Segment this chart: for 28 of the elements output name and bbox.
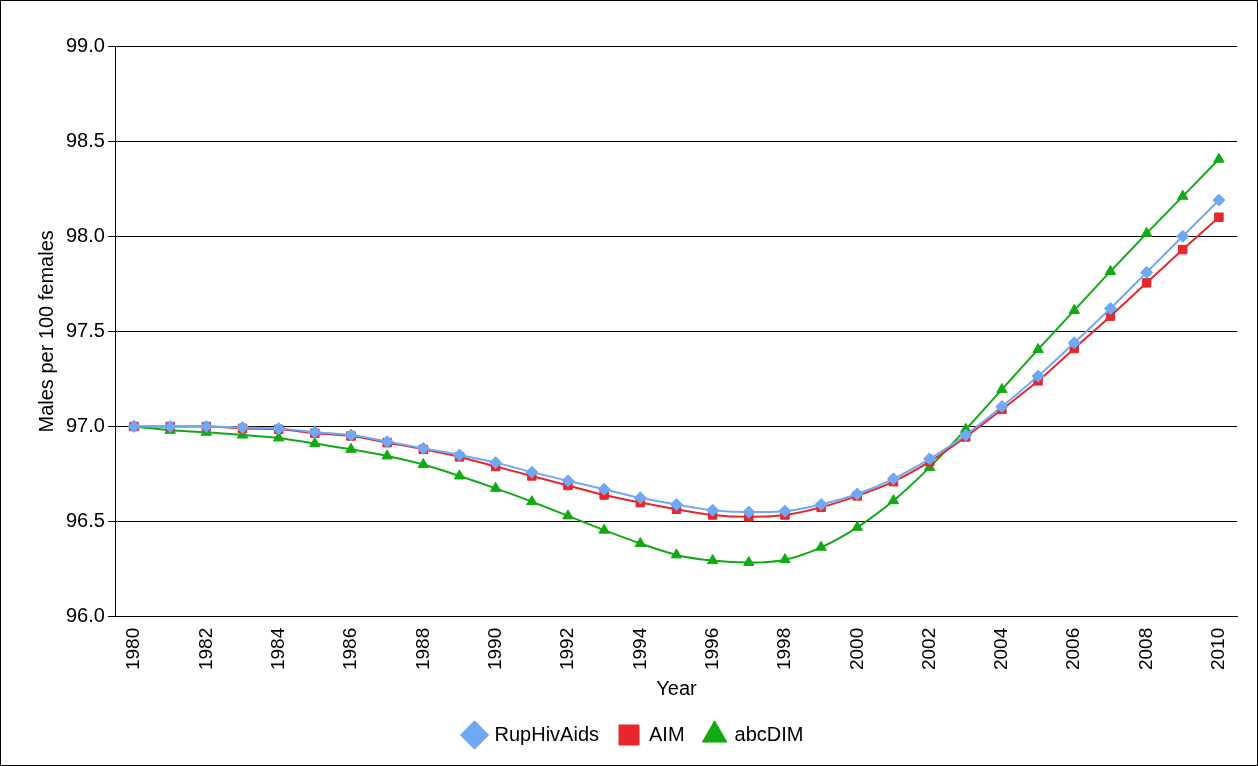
x-tick-label: 1996 (700, 627, 722, 671)
x-tick-label: 1998 (773, 627, 795, 671)
y-tick-label: 96.0 (65, 604, 105, 627)
y-tick-label: 98.0 (65, 223, 105, 246)
y-tick-label: 96.5 (65, 509, 105, 532)
x-tick-label: 1994 (628, 627, 650, 671)
x-tick-label: 1986 (339, 627, 361, 671)
x-tick-label: 2000 (845, 627, 867, 671)
x-tick-label: 1988 (411, 627, 433, 671)
x-tick-label: 1990 (483, 627, 505, 671)
x-axis-title: Year (656, 676, 697, 699)
y-tick-label: 97.0 (65, 414, 105, 436)
y-axis-title: Males per 100 females (34, 230, 57, 433)
y-tick-label: 99.0 (65, 33, 105, 56)
y-tick-label: 97.5 (65, 318, 105, 341)
x-tick-label: 1982 (194, 627, 216, 671)
x-tick-label: 1992 (556, 627, 578, 671)
legend-label: RupHivAids (494, 722, 600, 745)
x-tick-label: 2008 (1134, 627, 1156, 671)
x-tick-label: 1980 (122, 627, 144, 671)
legend-label: abcDIM (734, 722, 804, 745)
x-tick-label: 2010 (1207, 627, 1229, 671)
x-tick-label: 2002 (917, 627, 939, 671)
x-tick-label: 1984 (266, 627, 288, 671)
x-tick-label: 2004 (990, 627, 1012, 671)
y-tick-label: 98.5 (65, 128, 105, 151)
x-tick-label: 2006 (1062, 627, 1084, 671)
legend-label: AIM (649, 722, 685, 745)
